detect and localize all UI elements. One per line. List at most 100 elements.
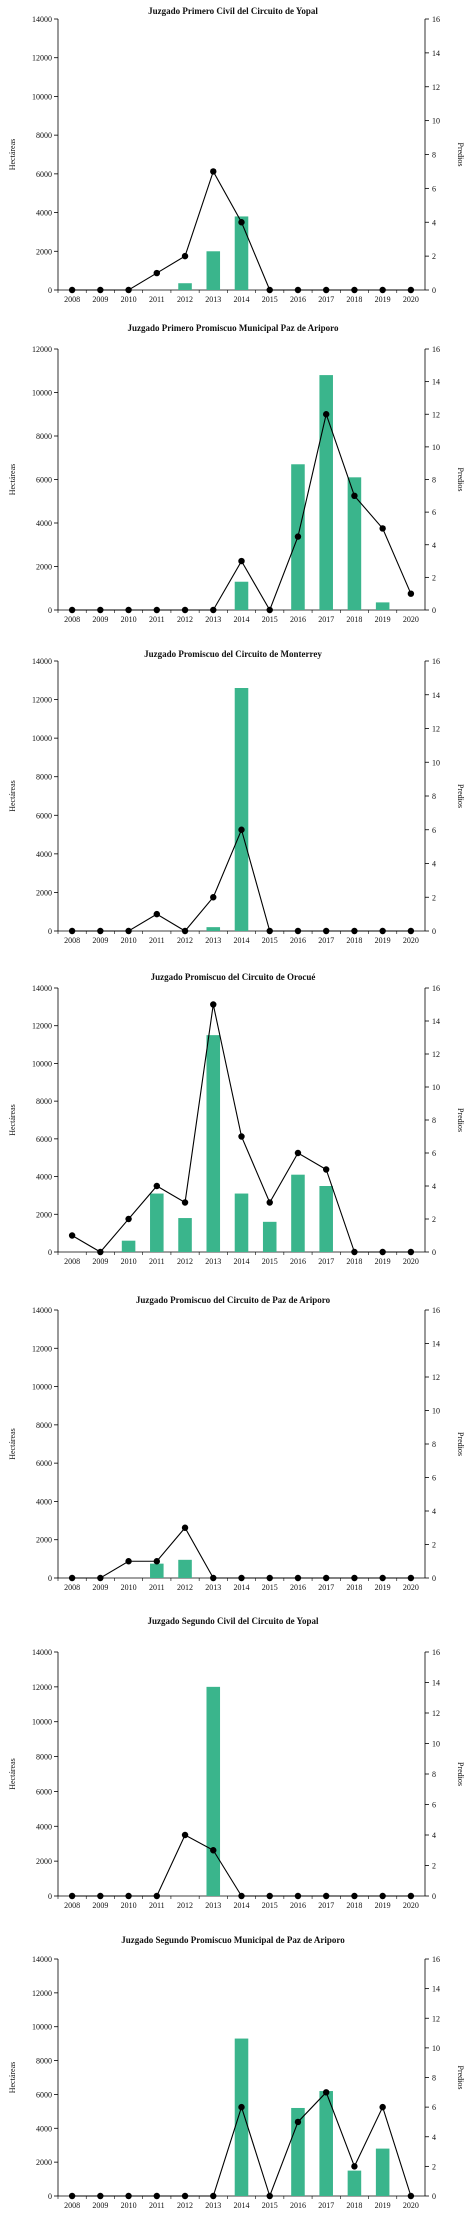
y2-axis-label: Predios [456,1762,465,1786]
line-point [407,1574,415,1582]
line-point [181,2192,189,2200]
line-point [153,2192,161,2200]
left-tick-label: 10000 [32,1059,52,1068]
bar [178,283,192,290]
x-tick-label: 2019 [375,1257,391,1266]
line-point [379,1248,386,1256]
line-point [294,1892,302,1900]
x-tick-label: 2012 [177,615,193,624]
right-tick-label: 10 [432,1083,440,1092]
x-tick-label: 2011 [149,1901,165,1910]
line-point [238,1892,245,1900]
bar [319,2091,333,2196]
x-tick-label: 2012 [177,1583,193,1592]
y2-axis-label: Predios [456,1432,465,1456]
line-point [181,1831,189,1839]
left-tick-label: 14000 [32,15,52,24]
chart-title: Juzgado Primero Promiscuo Municipal Paz … [128,323,339,333]
left-tick-label: 0 [48,2192,52,2201]
right-tick-label: 2 [432,2162,436,2171]
right-tick-label: 6 [432,1474,436,1483]
x-tick-label: 2015 [262,2201,278,2210]
line-point [266,1199,273,1206]
line-point [294,1149,302,1157]
x-tick-label: 2008 [64,2201,80,2210]
x-tick-label: 2016 [290,1583,306,1592]
x-tick-label: 2012 [177,1257,193,1266]
left-tick-label: 2000 [36,1536,52,1545]
x-tick-label: 2019 [375,1583,391,1592]
x-tick-label: 2020 [403,936,419,945]
line-point [210,606,217,614]
chart-title: Juzgado Promiscuo del Circuito de Paz de… [136,1295,331,1305]
left-tick-label: 8000 [36,1421,52,1430]
line-point [68,1892,76,1900]
right-tick-label: 0 [432,1574,436,1583]
line-point [322,927,330,935]
x-tick-label: 2009 [92,615,108,624]
chart-title: Juzgado Primero Civil del Circuito de Yo… [148,6,318,16]
line-point [125,1892,132,1900]
line-point [210,1847,217,1854]
right-tick-label: 16 [432,345,440,354]
x-tick-label: 2011 [149,1583,165,1592]
right-tick-label: 6 [432,2103,436,2112]
line-point [322,286,330,294]
right-tick-label: 0 [432,286,436,295]
x-tick-label: 2011 [149,295,165,304]
x-tick-label: 2013 [205,2201,221,2210]
right-tick-label: 0 [432,606,436,615]
line-point [238,219,245,226]
line-point [266,1574,273,1582]
line-point [181,252,189,260]
line-point [379,927,386,935]
x-tick-label: 2018 [346,2201,362,2210]
right-tick-label: 8 [432,2074,436,2083]
left-tick-label: 6000 [36,476,52,485]
left-tick-label: 0 [48,1248,52,1257]
left-tick-label: 0 [48,1574,52,1583]
line-point [322,411,330,418]
left-tick-label: 10000 [32,1718,52,1727]
line-point [351,927,358,935]
left-tick-label: 6000 [36,1135,52,1144]
right-tick-label: 8 [432,151,436,160]
chart-title: Juzgado Promiscuo del Circuito de Orocué [151,972,316,982]
chart-panel: Juzgado Promiscuo del Circuito de Monter… [8,649,465,945]
x-tick-label: 2008 [64,1257,80,1266]
bar [206,251,221,290]
chart-title: Juzgado Promiscuo del Circuito de Monter… [144,649,322,659]
line-point [294,1574,302,1582]
x-tick-label: 2016 [290,295,306,304]
chart-panel: Juzgado Segundo Civil del Circuito de Yo… [8,1616,465,1910]
line-point [210,1001,217,1008]
x-tick-label: 2011 [149,2201,165,2210]
right-tick-label: 8 [432,1770,436,1779]
line-point [322,2089,330,2096]
right-tick-label: 14 [432,1679,440,1688]
line-point [97,286,104,294]
x-tick-label: 2011 [149,1257,165,1266]
x-tick-label: 2009 [92,1257,108,1266]
line-point [153,910,161,918]
right-tick-label: 12 [432,410,440,419]
left-tick-label: 8000 [36,432,52,441]
line-point [238,1133,245,1140]
line-point [266,927,273,935]
x-tick-label: 2014 [234,295,250,304]
left-tick-label: 8000 [36,2057,52,2066]
x-tick-label: 2009 [92,295,108,304]
line-point [322,1166,330,1173]
left-tick-label: 4000 [36,1497,52,1506]
line-point [322,1574,330,1582]
left-tick-label: 8000 [36,1753,52,1762]
right-tick-label: 16 [432,657,440,666]
line-point [125,2192,132,2200]
series-line [72,1526,411,1579]
right-tick-label: 12 [432,2014,440,2023]
x-tick-label: 2019 [375,936,391,945]
line-point [351,2163,358,2170]
right-tick-label: 14 [432,1340,440,1349]
left-tick-label: 10000 [32,389,52,398]
x-tick-label: 2009 [92,1583,108,1592]
